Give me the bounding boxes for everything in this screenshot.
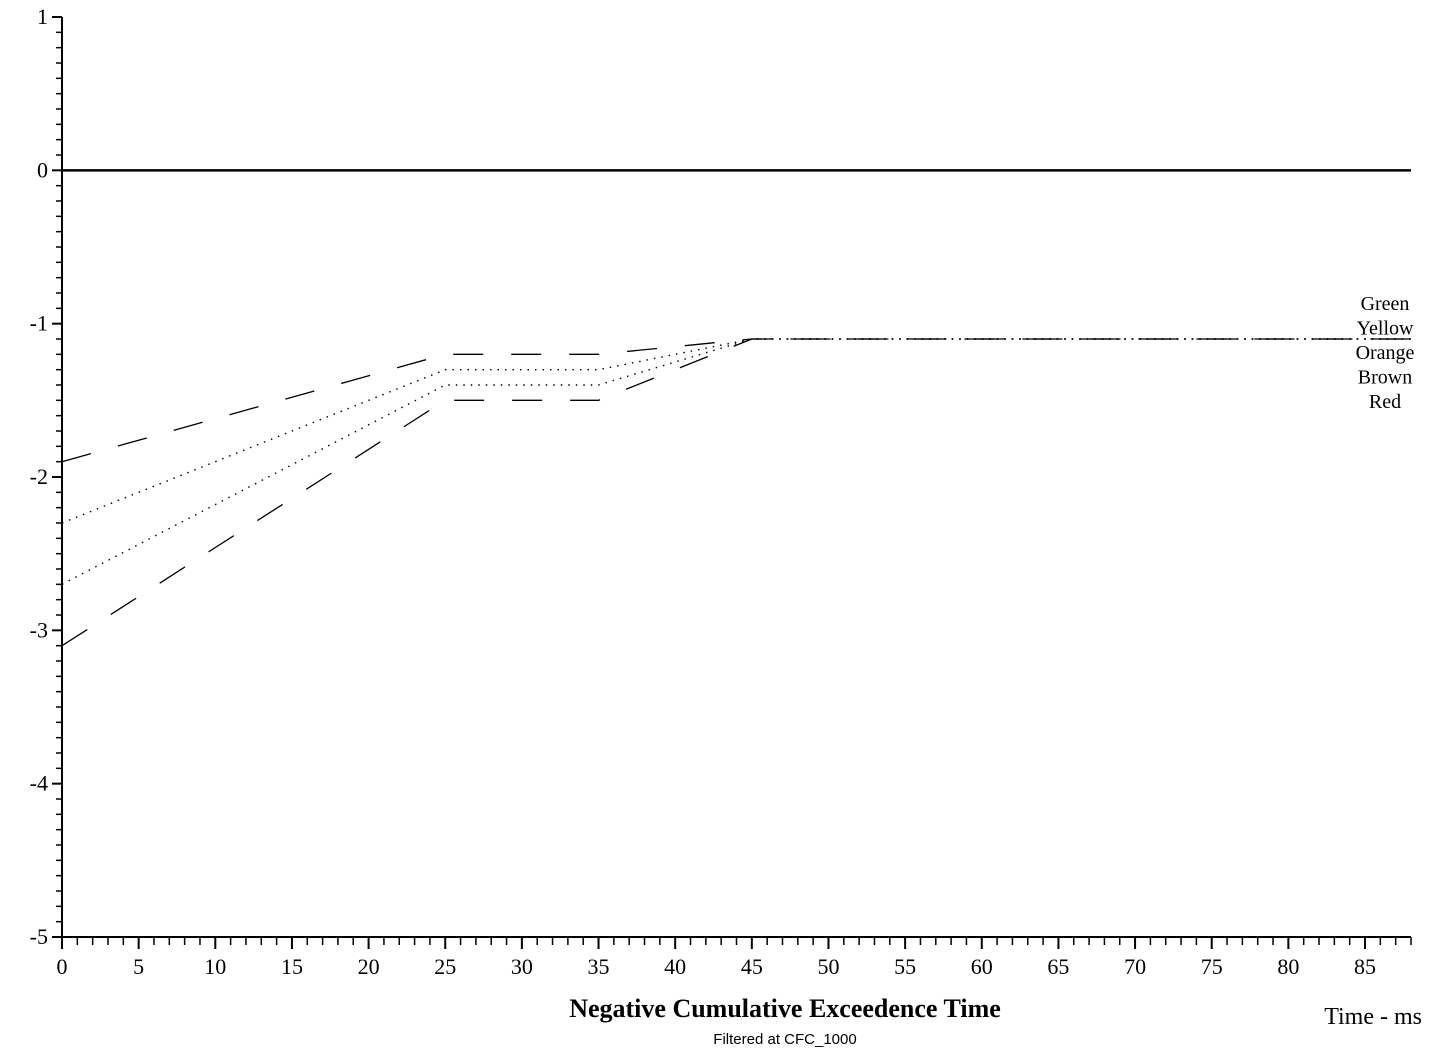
x-tick-label: 20: [358, 954, 380, 979]
x-tick-label: 15: [281, 954, 303, 979]
series-line-yellow: [61, 338, 1411, 524]
y-tick-label: -5: [30, 924, 48, 949]
x-tick-label: 35: [588, 954, 610, 979]
x-tick-label: 60: [971, 954, 993, 979]
x-tick-label: 75: [1201, 954, 1223, 979]
y-tick-label: -4: [30, 771, 48, 796]
y-tick-label: -3: [30, 617, 48, 642]
x-tick-label: 5: [133, 954, 144, 979]
x-tick-label: 0: [57, 954, 68, 979]
legend-label-yellow: Yellow: [1357, 318, 1414, 340]
x-tick-label: 30: [511, 954, 533, 979]
x-axis-unit: Time - ms: [1324, 1004, 1422, 1030]
series-line-orange: [61, 338, 1411, 585]
legend-label-brown: Brown: [1358, 367, 1412, 389]
y-tick-label: 0: [37, 157, 48, 182]
x-tick-label: 10: [204, 954, 226, 979]
series-line-red: [61, 338, 1411, 647]
legend-label-green: Green: [1361, 293, 1410, 315]
chart-title: Negative Cumulative Exceedence Time: [569, 994, 1001, 1023]
y-tick-label: -1: [30, 311, 48, 336]
legend-label-red: Red: [1369, 391, 1401, 413]
x-tick-label: 50: [817, 954, 839, 979]
y-tick-label: 1: [37, 4, 48, 29]
x-tick-label: 65: [1047, 954, 1069, 979]
series-layer: [61, 338, 1411, 647]
legend-label-orange: Orange: [1356, 342, 1415, 364]
x-tick-label: 40: [664, 954, 686, 979]
y-tick-label: -2: [30, 464, 48, 489]
x-tick-label: 80: [1277, 954, 1299, 979]
axes: 10-1-2-3-4-50 5 10 15 20 25 30 35 40 45 50 55 60 65 70…: [30, 4, 1412, 979]
series-line-green: [61, 338, 1411, 463]
x-tick-label: 55: [894, 954, 916, 979]
x-tick-label: 45: [741, 954, 763, 979]
x-tick-label: 25: [434, 954, 456, 979]
x-tick-label: 70: [1124, 954, 1146, 979]
chart-subtitle: Filtered at CFC_1000: [713, 1031, 856, 1048]
x-tick-label: 85: [1354, 954, 1376, 979]
